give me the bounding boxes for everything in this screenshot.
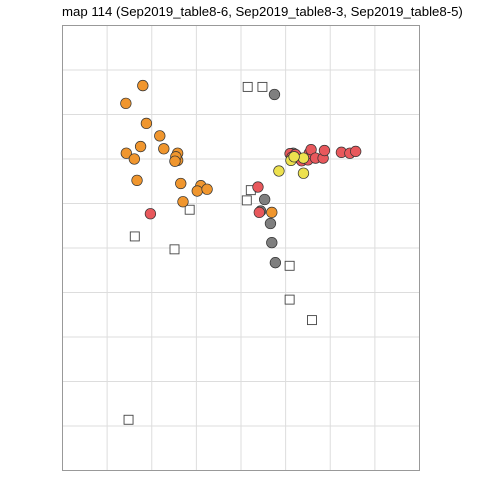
orange-circle-point [191, 185, 203, 197]
chart-title: map 114 (Sep2019_table8-6, Sep2019_table… [62, 4, 463, 19]
orange-circle-point [201, 183, 213, 195]
red-circle-point [144, 208, 157, 220]
orange-circle-point [128, 153, 140, 165]
open-square-point [284, 260, 295, 271]
data-points [120, 79, 362, 425]
gray-circle-point [259, 193, 271, 206]
open-square-point [169, 244, 180, 255]
orange-circle-point [175, 177, 187, 190]
gray-circle-point [269, 257, 282, 269]
open-square-point [284, 294, 295, 305]
yellow-circle-point [297, 152, 310, 164]
orange-circle-point [134, 140, 147, 153]
gray-circle-point [268, 88, 281, 101]
open-square-point [241, 195, 252, 206]
plot-frame [62, 25, 420, 471]
orange-circle-point [120, 147, 132, 159]
yellow-circle-point [288, 151, 300, 163]
orange-circle-point [177, 196, 189, 208]
open-square-point [129, 231, 140, 242]
gray-circle-point [264, 217, 277, 230]
orange-circle-point [158, 143, 170, 155]
orange-circle-point [137, 79, 149, 92]
red-circle-point [350, 145, 362, 158]
grid-lines [62, 25, 420, 471]
red-circle-point [318, 144, 331, 157]
orange-circle-point [266, 206, 278, 219]
open-square-point [257, 81, 268, 92]
red-circle-point [253, 206, 265, 219]
orange-circle-point [131, 174, 143, 187]
open-square-point [307, 315, 317, 326]
orange-circle-point [169, 155, 181, 167]
open-square-point [242, 81, 253, 92]
gray-circle-point [266, 237, 278, 249]
red-circle-point [252, 181, 264, 193]
open-square-point [123, 414, 134, 425]
yellow-circle-point [273, 165, 285, 177]
orange-circle-point [120, 97, 132, 110]
open-square-point [184, 204, 195, 215]
yellow-circle-point [297, 167, 310, 179]
orange-circle-point [140, 117, 153, 130]
orange-circle-point [154, 130, 166, 142]
